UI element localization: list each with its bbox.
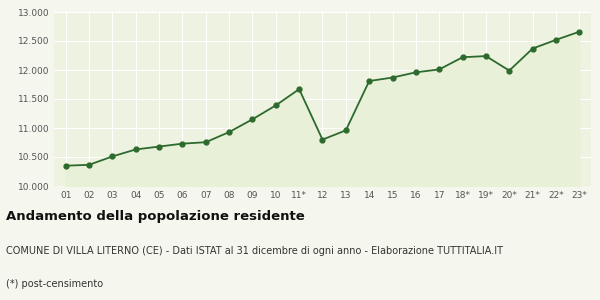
Text: COMUNE DI VILLA LITERNO (CE) - Dati ISTAT al 31 dicembre di ogni anno - Elaboraz: COMUNE DI VILLA LITERNO (CE) - Dati ISTA… [6, 246, 503, 256]
Text: Andamento della popolazione residente: Andamento della popolazione residente [6, 210, 305, 223]
Text: (*) post-censimento: (*) post-censimento [6, 279, 103, 289]
